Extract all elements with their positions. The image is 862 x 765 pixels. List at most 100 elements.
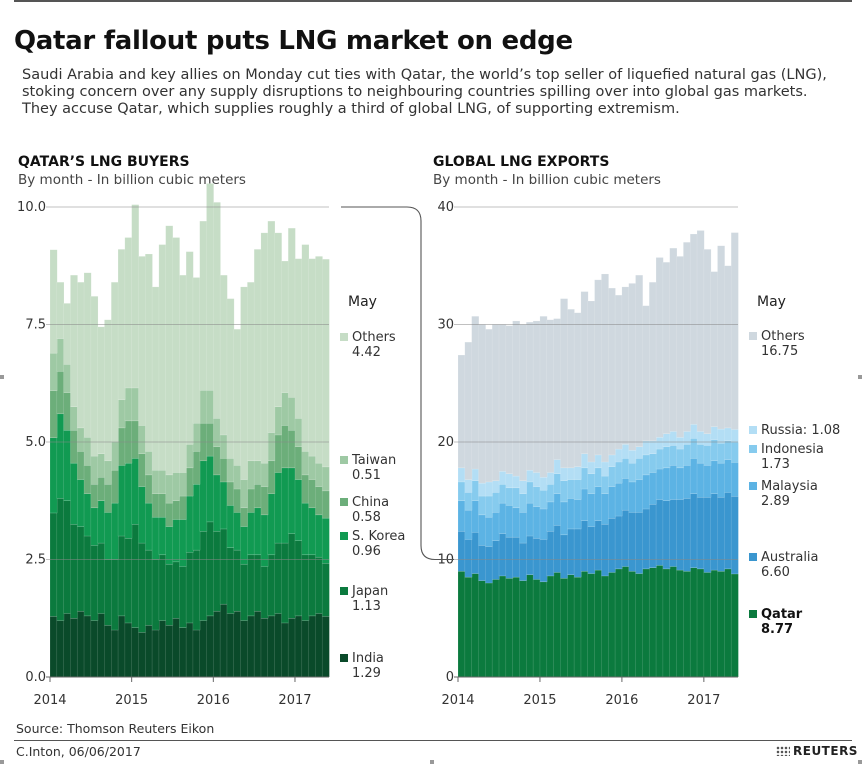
bar-segment xyxy=(253,507,262,556)
x-tick-label: 2016 xyxy=(197,693,230,708)
bar-segment xyxy=(607,572,616,678)
bar-segment xyxy=(724,492,732,570)
bar-segment xyxy=(240,479,248,509)
bar-segment xyxy=(648,281,657,442)
bar-segment xyxy=(560,298,568,469)
bar-segment xyxy=(464,479,473,493)
bar-segment xyxy=(478,495,486,516)
bar-segment xyxy=(642,508,650,570)
bar-segment xyxy=(457,571,466,678)
bar-segment xyxy=(90,507,99,546)
bar-segment xyxy=(226,505,235,549)
bar-segment xyxy=(567,308,575,469)
bar-segment xyxy=(192,451,201,485)
bar-segment xyxy=(491,480,500,493)
bar-segment xyxy=(206,455,214,523)
bar-segment xyxy=(607,486,616,519)
bar-segment xyxy=(498,533,507,577)
bar-segment xyxy=(628,571,637,678)
bar-segment xyxy=(287,618,296,678)
bar-segment xyxy=(471,316,480,470)
bar-segment xyxy=(70,618,78,678)
bar-segment xyxy=(464,539,473,578)
bar-segment xyxy=(471,573,480,678)
y-tick-label: 7.5 xyxy=(25,318,46,333)
legend-swatch xyxy=(340,654,348,662)
bar-segment xyxy=(117,535,126,617)
bar-segment xyxy=(457,531,466,572)
bar-segment xyxy=(703,433,712,446)
bar-segment xyxy=(526,574,534,678)
bar-segment xyxy=(287,397,296,431)
bar-segment xyxy=(281,622,289,678)
bar-segment xyxy=(172,561,180,619)
bar-segment xyxy=(485,546,493,584)
x-tick-label: 2016 xyxy=(605,693,638,708)
bar-segment xyxy=(281,260,289,393)
legend-value: 0.96 xyxy=(352,544,381,559)
bar-segment xyxy=(573,528,582,578)
bar-segment xyxy=(301,502,310,556)
bar-segment xyxy=(519,542,527,581)
bar-segment xyxy=(151,469,160,494)
bar-segment xyxy=(676,448,685,469)
bar-segment xyxy=(662,568,671,678)
bar-segment xyxy=(546,472,555,485)
bar-segment xyxy=(267,493,276,556)
bar-segment xyxy=(526,469,534,483)
bar-segment xyxy=(247,512,255,556)
bar-segment xyxy=(512,320,521,477)
bar-segment xyxy=(601,461,609,477)
bar-segment xyxy=(601,524,609,577)
bar-segment xyxy=(573,312,582,467)
y-tick-label: 2.5 xyxy=(25,553,46,568)
bar-segment xyxy=(594,520,603,571)
bar-segment xyxy=(321,517,330,564)
bar-segment xyxy=(464,492,473,511)
bar-segment xyxy=(76,526,85,612)
bar-segment xyxy=(457,500,466,532)
chart-title-buyers: QATAR’S LNG BUYERS xyxy=(18,154,190,170)
bar-segment xyxy=(532,320,541,473)
bar-segment xyxy=(635,512,644,574)
bar-segment xyxy=(526,481,534,504)
bar-segment xyxy=(683,242,691,432)
bar-segment xyxy=(648,440,657,455)
bar-segment xyxy=(138,632,146,678)
bar-segment xyxy=(83,465,92,494)
bar-segment xyxy=(635,573,644,678)
bar-segment xyxy=(710,493,719,571)
bar-segment xyxy=(601,273,609,463)
bar-segment xyxy=(724,440,732,460)
bar-segment xyxy=(213,610,221,678)
bar-segment xyxy=(124,387,133,422)
bar-segment xyxy=(151,516,160,560)
bar-segment xyxy=(498,502,507,534)
bar-segment xyxy=(669,445,678,466)
bar-segment xyxy=(97,326,106,455)
bar-segment xyxy=(158,620,167,678)
bar-segment xyxy=(83,437,92,466)
bar-segment xyxy=(689,567,698,678)
bar-segment xyxy=(179,566,187,628)
bar-segment xyxy=(90,455,99,485)
chart-subtitle-buyers: By month - In billion cubic meters xyxy=(18,172,246,188)
crop-mark xyxy=(0,760,4,764)
bar-segment xyxy=(539,508,548,540)
bar-segment xyxy=(90,484,99,509)
bar-segment xyxy=(321,466,330,492)
brand-logo: REUTERS xyxy=(776,744,858,758)
bar-segment xyxy=(491,512,500,541)
bar-segment xyxy=(274,613,283,678)
bar-segment xyxy=(710,460,719,494)
bar-segment xyxy=(662,261,671,435)
bar-segment xyxy=(185,495,194,553)
x-tick-label: 2015 xyxy=(523,693,556,708)
bar-segment xyxy=(512,475,521,489)
bar-segment xyxy=(703,249,712,435)
bar-segment xyxy=(131,458,140,525)
bar-segment xyxy=(321,258,330,468)
bar-segment xyxy=(233,465,242,490)
bar-segment xyxy=(580,488,589,521)
bar-segment xyxy=(301,451,310,476)
